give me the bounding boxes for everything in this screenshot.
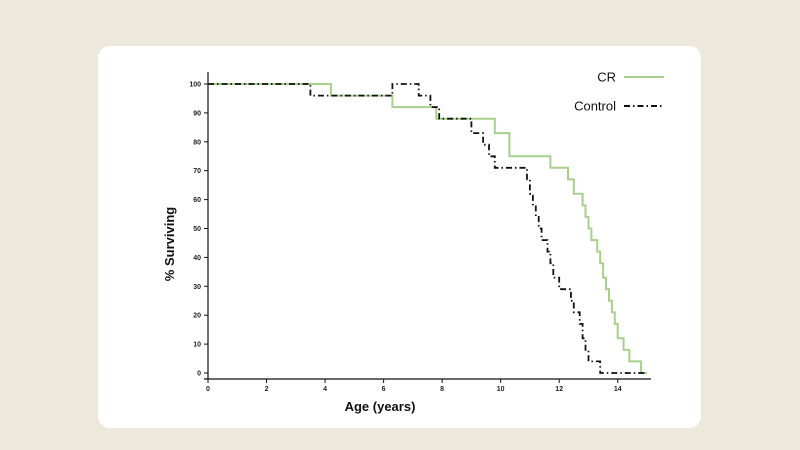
x-tick-label: 0 xyxy=(206,386,210,393)
y-tick-label: 20 xyxy=(193,313,201,320)
x-axis-title: Age (years) xyxy=(345,399,416,414)
axes: 0 10 20 30 40 50 60 70 80 90 100 0 2 4 6 8 10 12 14 xyxy=(189,72,651,393)
legend-label-cr: CR xyxy=(597,70,616,85)
series-line-control xyxy=(208,83,647,374)
x-tick-label: 4 xyxy=(323,386,327,393)
y-tick-label: 50 xyxy=(193,226,201,233)
legend-label-control: Control xyxy=(574,99,616,114)
x-tick-label: 2 xyxy=(265,386,269,393)
y-axis-title: % Surviving xyxy=(162,207,177,281)
x-tick-label: 8 xyxy=(440,386,444,393)
x-tick-label: 12 xyxy=(555,386,563,393)
y-tick-label: 30 xyxy=(193,284,201,291)
y-tick-label: 0 xyxy=(197,371,201,378)
y-tick-label: 60 xyxy=(193,197,201,204)
y-tick-label: 100 xyxy=(189,82,201,89)
x-tick-label: 10 xyxy=(497,386,505,393)
legend: CR Control xyxy=(574,70,664,114)
x-tick-label: 14 xyxy=(614,386,622,393)
series-line-cr xyxy=(208,83,647,374)
series-lines xyxy=(208,83,647,374)
y-tick-label: 80 xyxy=(193,139,201,146)
y-tick-label: 70 xyxy=(193,168,201,175)
y-tick-label: 90 xyxy=(193,110,201,117)
y-tick-label: 10 xyxy=(193,342,201,349)
y-tick-label: 40 xyxy=(193,255,201,262)
survival-chart: 0 10 20 30 40 50 60 70 80 90 100 0 2 4 6 8 10 12 14 CR Cont… xyxy=(162,70,664,414)
chart-card: 0 10 20 30 40 50 60 70 80 90 100 0 2 4 6 8 10 12 14 CR Cont… xyxy=(98,46,701,428)
x-tick-label: 6 xyxy=(382,386,386,393)
